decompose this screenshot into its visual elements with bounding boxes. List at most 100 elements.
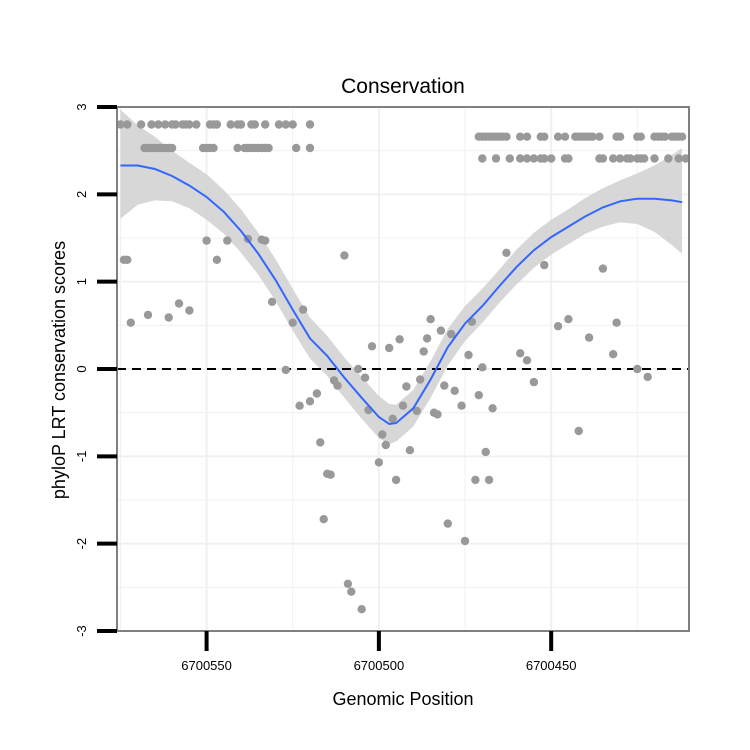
data-point bbox=[223, 236, 232, 245]
data-point bbox=[391, 475, 401, 485]
data-point bbox=[633, 364, 642, 374]
data-point bbox=[478, 154, 487, 163]
data-point bbox=[147, 120, 156, 129]
data-point bbox=[412, 406, 421, 416]
data-point bbox=[395, 335, 404, 344]
data-point bbox=[281, 120, 290, 129]
data-point bbox=[360, 373, 370, 382]
data-point bbox=[426, 315, 435, 324]
data-point bbox=[295, 401, 304, 410]
data-point bbox=[598, 264, 608, 273]
data-point bbox=[136, 120, 146, 129]
y-tick-label: 0 bbox=[74, 365, 89, 372]
data-point bbox=[588, 132, 597, 141]
y-tick-label: 3 bbox=[74, 103, 89, 110]
data-point bbox=[126, 318, 135, 327]
data-point bbox=[381, 440, 390, 450]
data-point bbox=[636, 132, 645, 141]
data-point bbox=[388, 414, 397, 423]
data-point bbox=[288, 120, 297, 129]
data-point bbox=[560, 132, 570, 141]
data-point bbox=[488, 404, 497, 413]
data-point bbox=[522, 154, 532, 163]
data-point bbox=[326, 470, 335, 479]
data-point bbox=[481, 447, 490, 457]
data-point bbox=[174, 299, 184, 308]
data-point bbox=[502, 132, 511, 141]
data-point bbox=[161, 120, 170, 129]
data-point bbox=[516, 132, 525, 141]
data-point bbox=[305, 397, 315, 406]
data-point bbox=[202, 236, 211, 245]
data-point bbox=[236, 120, 246, 129]
data-point bbox=[522, 132, 532, 141]
data-point bbox=[440, 381, 449, 390]
data-point bbox=[281, 365, 290, 375]
data-point bbox=[378, 430, 387, 439]
data-point bbox=[357, 605, 366, 614]
data-point bbox=[354, 364, 363, 374]
data-point bbox=[261, 120, 270, 129]
data-point bbox=[484, 475, 494, 485]
data-point bbox=[443, 519, 452, 528]
data-point bbox=[615, 132, 625, 141]
chart-title: Conservation bbox=[341, 75, 465, 98]
x-tick-label: 6700550 bbox=[181, 658, 232, 673]
data-point bbox=[664, 154, 673, 163]
data-point bbox=[491, 154, 501, 163]
loess-smooth-line bbox=[120, 164, 683, 426]
data-point bbox=[553, 322, 563, 331]
data-point bbox=[626, 154, 635, 163]
data-point bbox=[250, 120, 259, 129]
data-point bbox=[433, 410, 442, 419]
data-point bbox=[298, 305, 308, 314]
y-tick-label: 2 bbox=[74, 191, 89, 198]
data-point bbox=[167, 143, 177, 153]
data-point bbox=[416, 375, 425, 384]
data-point bbox=[267, 297, 277, 306]
data-point bbox=[615, 154, 625, 163]
data-point bbox=[650, 154, 659, 163]
data-point bbox=[305, 120, 315, 129]
data-point bbox=[116, 120, 125, 129]
data-point bbox=[340, 251, 349, 260]
data-point bbox=[681, 154, 690, 163]
data-point bbox=[312, 389, 322, 398]
data-point bbox=[316, 438, 325, 447]
y-tick-label: -2 bbox=[74, 538, 89, 550]
x-axis-label: Genomic Position bbox=[332, 689, 473, 709]
x-tick-label: 6700500 bbox=[354, 658, 405, 673]
data-point bbox=[464, 350, 473, 360]
data-point bbox=[261, 236, 270, 245]
data-point bbox=[385, 343, 394, 353]
data-point bbox=[305, 143, 315, 153]
y-tick-label: -1 bbox=[74, 451, 89, 463]
data-point bbox=[457, 401, 466, 410]
data-point bbox=[574, 426, 583, 436]
data-point bbox=[612, 318, 621, 327]
data-point bbox=[540, 260, 549, 270]
data-point bbox=[640, 154, 649, 163]
data-point bbox=[516, 154, 525, 163]
data-point bbox=[419, 347, 428, 356]
data-point bbox=[264, 143, 273, 153]
data-point bbox=[123, 120, 132, 129]
data-point bbox=[516, 349, 525, 358]
data-point bbox=[598, 154, 608, 163]
data-point bbox=[233, 143, 242, 153]
y-axis: -3 -2 -1 0 1 2 3 bbox=[74, 103, 117, 637]
data-point bbox=[505, 154, 514, 163]
data-point bbox=[553, 132, 563, 141]
y-tick-label: 1 bbox=[74, 278, 89, 285]
data-point bbox=[471, 475, 480, 485]
data-point bbox=[595, 132, 604, 141]
data-point bbox=[478, 363, 487, 372]
data-point bbox=[674, 154, 683, 163]
data-point bbox=[398, 401, 408, 410]
data-point bbox=[522, 356, 532, 365]
data-points bbox=[116, 120, 690, 614]
data-point bbox=[502, 248, 511, 257]
x-axis: 6700550 6700500 6700450 bbox=[181, 631, 576, 673]
data-point bbox=[474, 391, 483, 400]
